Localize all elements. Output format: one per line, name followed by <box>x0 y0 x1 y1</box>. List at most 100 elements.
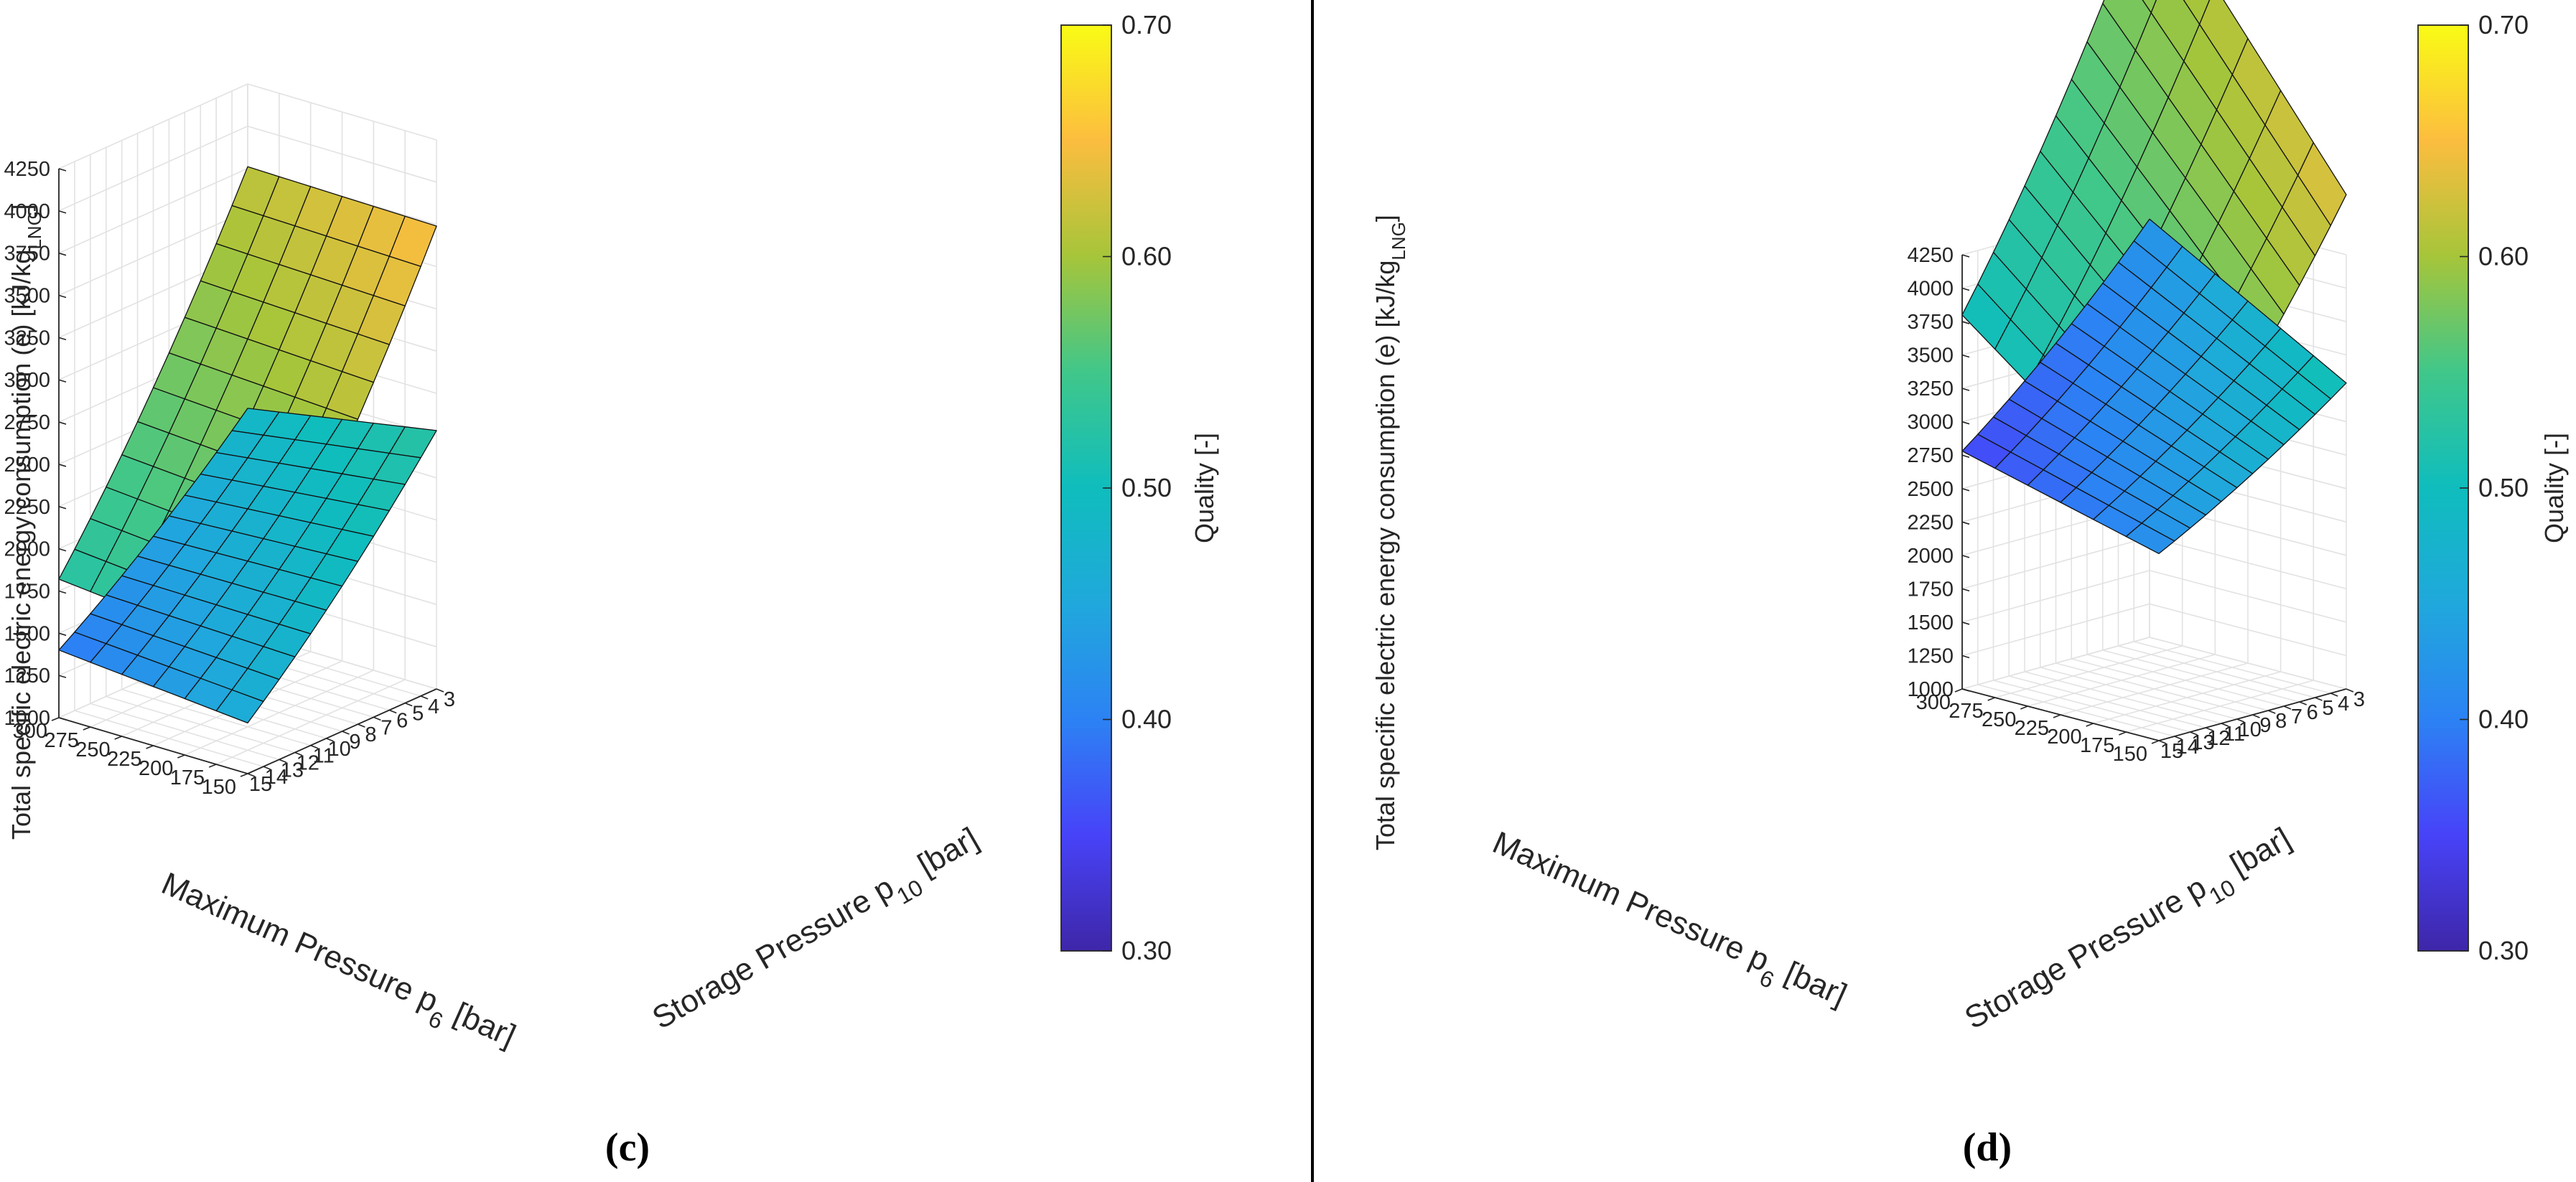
y-tick-label: 14 <box>2176 736 2199 759</box>
grid-floor-y-line <box>90 703 280 761</box>
y-tick-label: 14 <box>265 766 288 789</box>
x-tick-label: 200 <box>2047 726 2081 749</box>
grid-floor-y-line <box>2071 658 2269 711</box>
z-tick-mark <box>1961 622 1970 625</box>
surface-lower-d <box>1961 218 2347 555</box>
y-tick-mark <box>2315 697 2323 701</box>
y-tick-mark <box>2252 714 2260 718</box>
caption-c: (c) <box>605 1125 650 1170</box>
colorbar-tick-label: 0.60 <box>1121 242 1172 271</box>
y-tick-label: 12 <box>2207 727 2230 750</box>
y-tick-label: 12 <box>297 752 319 775</box>
x-tick-label: 150 <box>202 776 236 799</box>
x-tick-label: 300 <box>1916 691 1951 714</box>
z-tick-mark <box>58 421 67 425</box>
z-tick-mark <box>1961 688 1970 692</box>
y-tick-mark <box>2267 710 2276 714</box>
colorbar-tick-label: 0.40 <box>1121 705 1172 734</box>
y-tick-label: 6 <box>396 710 408 733</box>
y-tick-label: 9 <box>349 731 360 754</box>
y-tick-mark <box>247 773 256 777</box>
x-tick-label: 150 <box>2113 743 2147 766</box>
z-tick-label: 1250 <box>4 665 50 688</box>
z-tick-label: 3500 <box>1907 344 1954 367</box>
colorbar-tick-label: 0.50 <box>2478 473 2529 502</box>
y-tick-label: 4 <box>2338 693 2349 716</box>
grid-floor-y-line <box>2134 641 2331 694</box>
x-tick-label: 225 <box>2015 717 2049 740</box>
x-tick-label: 250 <box>1982 708 2016 731</box>
grid-floor-y-line <box>1993 680 2190 733</box>
grid-z-line <box>58 83 437 169</box>
z-tick-mark <box>58 168 67 172</box>
y-tick-label: 11 <box>313 745 335 768</box>
z-tick-label: 2000 <box>4 538 50 561</box>
y-tick-mark <box>2346 688 2354 693</box>
surface-patch <box>2142 0 2157 14</box>
z-tick-label: 3250 <box>4 327 50 350</box>
x-tick-mark <box>177 754 185 759</box>
colorbar-ticks-c: 0.30 0.40 0.50 0.60 0.70 <box>1103 10 1172 965</box>
z-axis-label-d: Total specific electric energy consumpti… <box>1371 215 1409 850</box>
y-tick-mark <box>2221 723 2229 727</box>
z-tick-label: 2000 <box>1907 545 1954 568</box>
x-tick-mark <box>1954 688 1963 693</box>
x-tick-label: 175 <box>2080 734 2114 757</box>
y-tick-label: 11 <box>2223 723 2245 746</box>
colorbar-tick-label: 0.30 <box>1121 936 1172 965</box>
x-tick-mark <box>2119 731 2127 736</box>
y-tick-label: 4 <box>428 695 439 718</box>
x-axis-label-d: Maximum Pressure p6 [bar] <box>1483 825 1852 1023</box>
x-tick-mark <box>240 773 248 777</box>
grid-floor-y-line <box>2024 671 2222 724</box>
z-tick-mark <box>58 548 67 552</box>
z-tick-mark <box>58 379 67 383</box>
z-tick-mark <box>1961 354 1970 358</box>
y-tick-mark <box>279 759 287 764</box>
z-tick-label: 1250 <box>1907 644 1954 667</box>
x-tick-mark <box>114 736 122 740</box>
grid-z-line <box>1961 637 2347 690</box>
y-tick-label: 10 <box>2239 718 2262 741</box>
x-tick-label: 250 <box>75 738 110 761</box>
z-tick-mark <box>1961 321 1970 324</box>
z-axis-ticks-d: 1000 1250 1500 1750 2000 2250 2500 2750 3000 3250… <box>1907 244 1970 701</box>
x-tick-label: 175 <box>170 766 205 789</box>
z-tick-label: 2750 <box>4 411 50 434</box>
y-tick-mark <box>342 731 350 735</box>
y-tick-mark <box>436 688 444 693</box>
y-tick-mark <box>2174 736 2183 740</box>
colorbar-tick-label: 0.40 <box>2478 705 2529 734</box>
z-tick-label: 4250 <box>4 158 50 181</box>
z-tick-label: 3500 <box>4 285 50 308</box>
z-tick-label: 2500 <box>1907 478 1954 501</box>
y-tick-label: 5 <box>2322 697 2333 720</box>
x-tick-mark <box>83 726 91 731</box>
z-tick-mark <box>58 506 67 510</box>
z-tick-label: 1750 <box>4 580 50 603</box>
x-tick-mark <box>2053 714 2061 718</box>
colorbar-label-d: Quality [-] <box>2539 433 2569 543</box>
x-tick-label: 275 <box>44 729 78 752</box>
grid-z-line <box>58 125 437 212</box>
y-tick-mark <box>2236 718 2245 723</box>
z-tick-mark <box>58 337 67 341</box>
colorbar-tick-label: 0.70 <box>1121 10 1172 39</box>
y-tick-mark <box>263 766 271 770</box>
grid-floor-y-line <box>106 695 295 754</box>
y-tick-label: 10 <box>327 738 350 761</box>
z-tick-label: 2250 <box>4 496 50 519</box>
z-tick-mark <box>1961 488 1970 492</box>
z-tick-mark <box>1961 588 1970 592</box>
y-tick-mark <box>404 702 413 707</box>
surface-plot-c: 1000125015001750200022502500275030003250… <box>4 10 1219 1170</box>
z-tick-label: 3000 <box>4 369 50 392</box>
chart-panel-d: 1000 1250 1500 1750 2000 2250 2500 2750 3000 3250… <box>1314 0 2576 1182</box>
y-tick-label: 13 <box>281 759 304 782</box>
z-tick-mark <box>58 464 67 467</box>
y-tick-mark <box>310 744 318 749</box>
z-tick-label: 4000 <box>4 200 50 223</box>
grid-floor-y-line <box>74 710 264 767</box>
